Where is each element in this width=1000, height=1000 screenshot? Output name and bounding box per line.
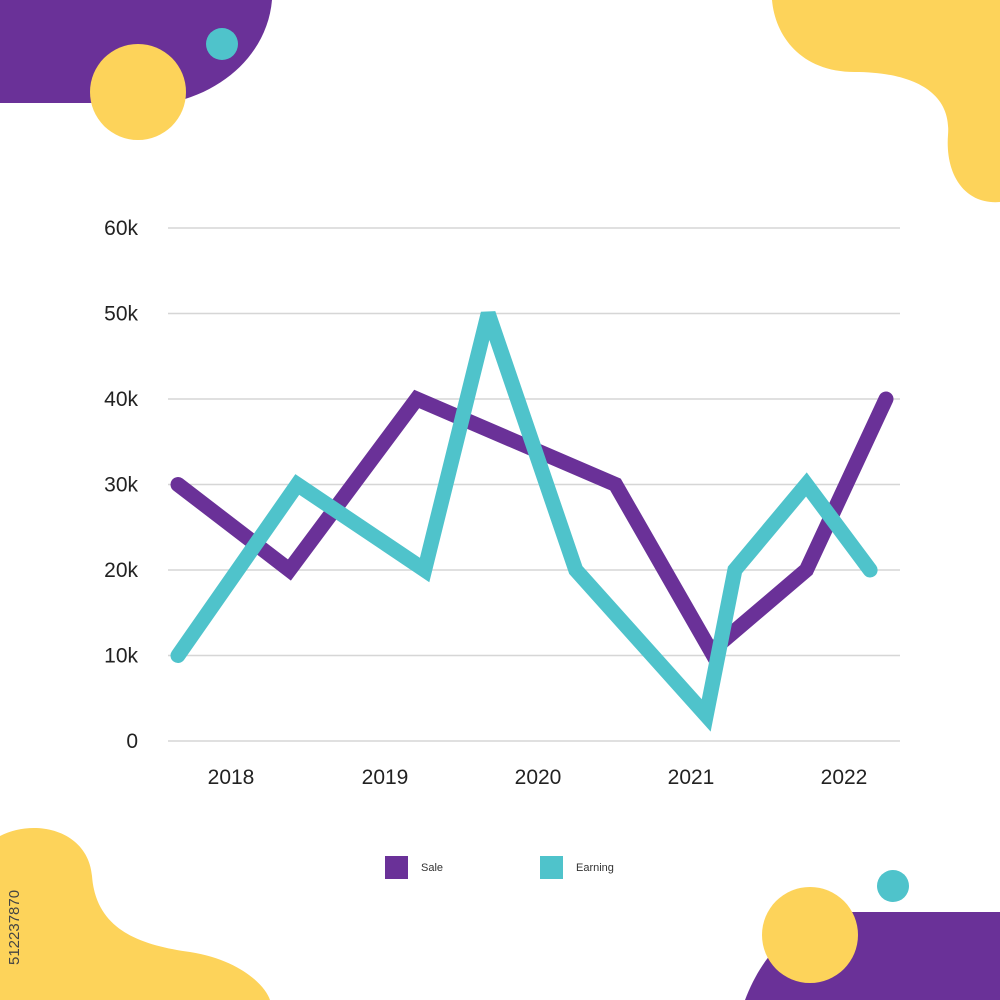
chart-gridlines — [168, 227, 900, 742]
y-tick-label: 0 — [126, 730, 138, 753]
legend-swatch-earning — [540, 856, 563, 879]
y-tick-label: 50k — [104, 303, 138, 326]
chart-series — [170, 311, 894, 732]
x-tick-label: 2020 — [515, 766, 562, 789]
x-tick-label: 2021 — [668, 766, 715, 789]
y-tick-label: 30k — [104, 474, 138, 497]
legend-label-earning: Earning — [576, 862, 614, 874]
x-tick-label: 2019 — [362, 766, 409, 789]
watermark-id: 512237870 — [6, 889, 23, 965]
chart-legend: Sale Earning — [385, 856, 614, 879]
y-axis-ticks: 0 10k 20k 30k 40k 50k 60k — [104, 217, 138, 753]
top-left-yellow-circle — [90, 44, 186, 140]
y-tick-label: 60k — [104, 217, 138, 240]
x-axis-ticks: 2018 2019 2020 2021 2022 — [208, 766, 868, 789]
y-tick-label: 40k — [104, 388, 138, 411]
series-line-earning — [170, 311, 878, 732]
x-tick-label: 2018 — [208, 766, 255, 789]
y-tick-label: 10k — [104, 645, 138, 668]
top-right-yellow-blob — [772, 0, 1000, 203]
bottom-left-yellow-blob — [0, 828, 270, 1000]
bottom-right-yellow-circle — [762, 887, 858, 983]
legend-swatch-sale — [385, 856, 408, 879]
series-line-sale — [170, 389, 894, 663]
legend-label-sale: Sale — [421, 862, 443, 874]
bottom-right-teal-dot — [877, 870, 909, 902]
top-left-teal-dot — [206, 28, 238, 60]
x-tick-label: 2022 — [821, 766, 868, 789]
y-tick-label: 20k — [104, 559, 138, 582]
